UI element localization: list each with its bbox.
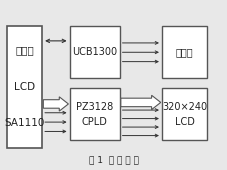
Text: 触摸屏: 触摸屏	[175, 47, 193, 57]
Text: LCD: LCD	[174, 117, 194, 127]
Bar	[69, 26, 119, 78]
Bar	[161, 88, 207, 140]
Polygon shape	[120, 95, 160, 109]
Text: PZ3128: PZ3128	[76, 101, 113, 112]
Polygon shape	[43, 97, 68, 111]
Text: UCB1300: UCB1300	[72, 47, 117, 57]
Bar	[69, 88, 119, 140]
Bar	[161, 26, 207, 78]
Text: 控制器: 控制器	[15, 45, 34, 55]
Text: CPLD: CPLD	[81, 117, 107, 127]
Text: SA1110: SA1110	[4, 118, 44, 128]
Text: 320×240: 320×240	[161, 101, 206, 112]
Text: 图 1  硬 件 电 路: 图 1 硬 件 电 路	[89, 155, 138, 164]
Text: LCD: LCD	[14, 82, 35, 92]
Bar	[7, 26, 42, 148]
